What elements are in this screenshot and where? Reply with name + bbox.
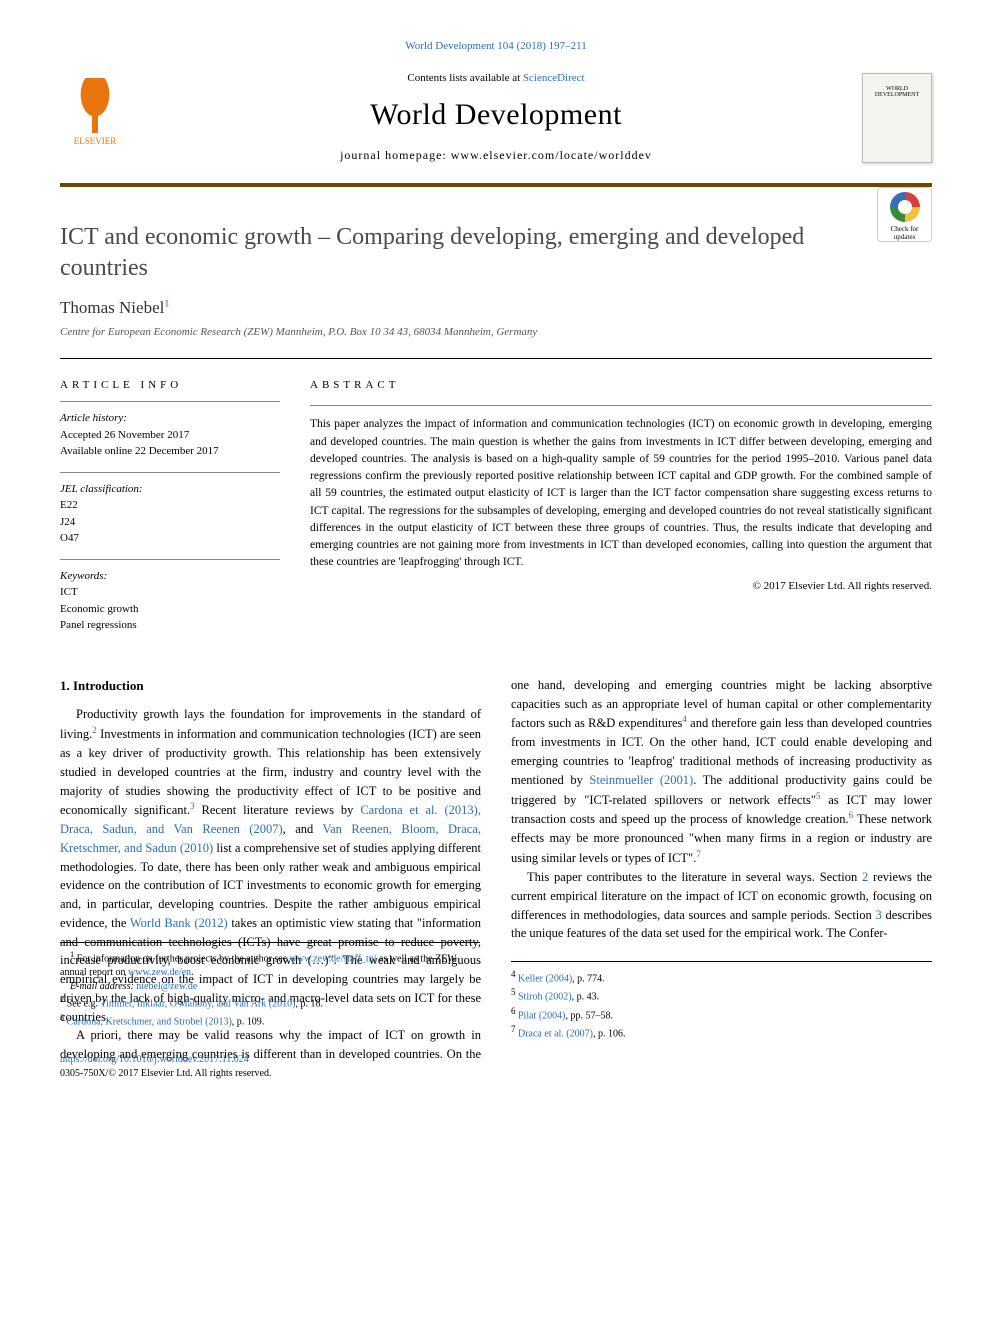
jel-label: JEL classification:: [60, 481, 280, 498]
footer-copyright: 0305-750X/© 2017 Elsevier Ltd. All right…: [60, 1068, 271, 1079]
author-affiliation: Centre for European Economic Research (Z…: [60, 326, 932, 338]
citation-link[interactable]: Steinmueller (2001): [589, 773, 693, 787]
citation-line: World Development 104 (2018) 197–211: [60, 40, 932, 52]
contents-line: Contents lists available at ScienceDirec…: [130, 72, 862, 84]
check-updates-badge[interactable]: Check for updates: [877, 187, 932, 242]
author-name: Thomas Niebel1: [60, 298, 932, 318]
keywords-label: Keywords:: [60, 568, 280, 585]
keyword: Panel regressions: [60, 617, 280, 634]
jel-code: E22: [60, 497, 280, 514]
footnotes-right: 4 Keller (2004), p. 774. 5 Stiroh (2002)…: [511, 961, 932, 1041]
elsevier-logo: ELSEVIER: [60, 78, 130, 158]
author-footnote-ref[interactable]: 1: [164, 299, 169, 310]
footnote-citation-link[interactable]: Stiroh (2002): [518, 992, 572, 1003]
online-date: Available online 22 December 2017: [60, 443, 280, 460]
accepted-date: Accepted 26 November 2017: [60, 427, 280, 444]
article-title: ICT and economic growth – Comparing deve…: [60, 222, 877, 284]
footnote-citation-link[interactable]: Cardona, Kretschmer, and Strobel (2013): [67, 1016, 232, 1027]
jel-code: J24: [60, 514, 280, 531]
journal-title: World Development: [130, 98, 862, 132]
homepage-line: journal homepage: www.elsevier.com/locat…: [130, 148, 862, 163]
abstract-text: This paper analyzes the impact of inform…: [310, 416, 932, 571]
keyword: ICT: [60, 584, 280, 601]
abstract-copyright: © 2017 Elsevier Ltd. All rights reserved…: [310, 580, 932, 592]
abstract-column: abstract This paper analyzes the impact …: [310, 379, 932, 646]
article-info-column: article info Article history: Accepted 2…: [60, 379, 280, 646]
journal-cover-thumb: WORLD DEVELOPMENT: [862, 73, 932, 163]
page-footer: https://doi.org/10.1016/j.worlddev.2017.…: [60, 1053, 932, 1081]
homepage-url: www.elsevier.com/locate/worlddev: [451, 148, 652, 162]
sciencedirect-link[interactable]: ScienceDirect: [523, 72, 585, 84]
footnote-citation-link[interactable]: Pilat (2004): [518, 1010, 566, 1021]
footnote-ref[interactable]: 7: [696, 849, 701, 859]
updates-icon: [890, 192, 920, 222]
citation-link[interactable]: World Development 104 (2018) 197–211: [405, 40, 586, 52]
citation-link[interactable]: World Bank (2012): [130, 916, 228, 930]
section-heading: 1. Introduction: [60, 676, 481, 696]
footnote-link[interactable]: www.zew.de/en: [128, 967, 191, 978]
keyword: Economic growth: [60, 601, 280, 618]
article-info-heading: article info: [60, 379, 280, 391]
body-paragraph: This paper contributes to the literature…: [511, 868, 932, 943]
publisher-label: ELSEVIER: [60, 136, 130, 146]
elsevier-tree-icon: [70, 78, 120, 133]
footnote-link[interactable]: www.zew.de/staff_tni: [290, 953, 377, 964]
doi-link[interactable]: https://doi.org/10.1016/j.worlddev.2017.…: [60, 1054, 249, 1065]
email-link[interactable]: niebel@zew.de: [136, 981, 197, 992]
jel-code: O47: [60, 530, 280, 547]
journal-header: ELSEVIER Contents lists available at Sci…: [60, 62, 932, 187]
footnote-citation-link[interactable]: Draca et al. (2007): [518, 1028, 593, 1039]
footnote-citation-link[interactable]: Keller (2004): [518, 973, 572, 984]
footnote-citation-link[interactable]: Timmer, Inklaar, O'Mahony, and Van Ark (…: [100, 999, 295, 1010]
abstract-heading: abstract: [310, 379, 932, 391]
history-label: Article history:: [60, 410, 280, 427]
